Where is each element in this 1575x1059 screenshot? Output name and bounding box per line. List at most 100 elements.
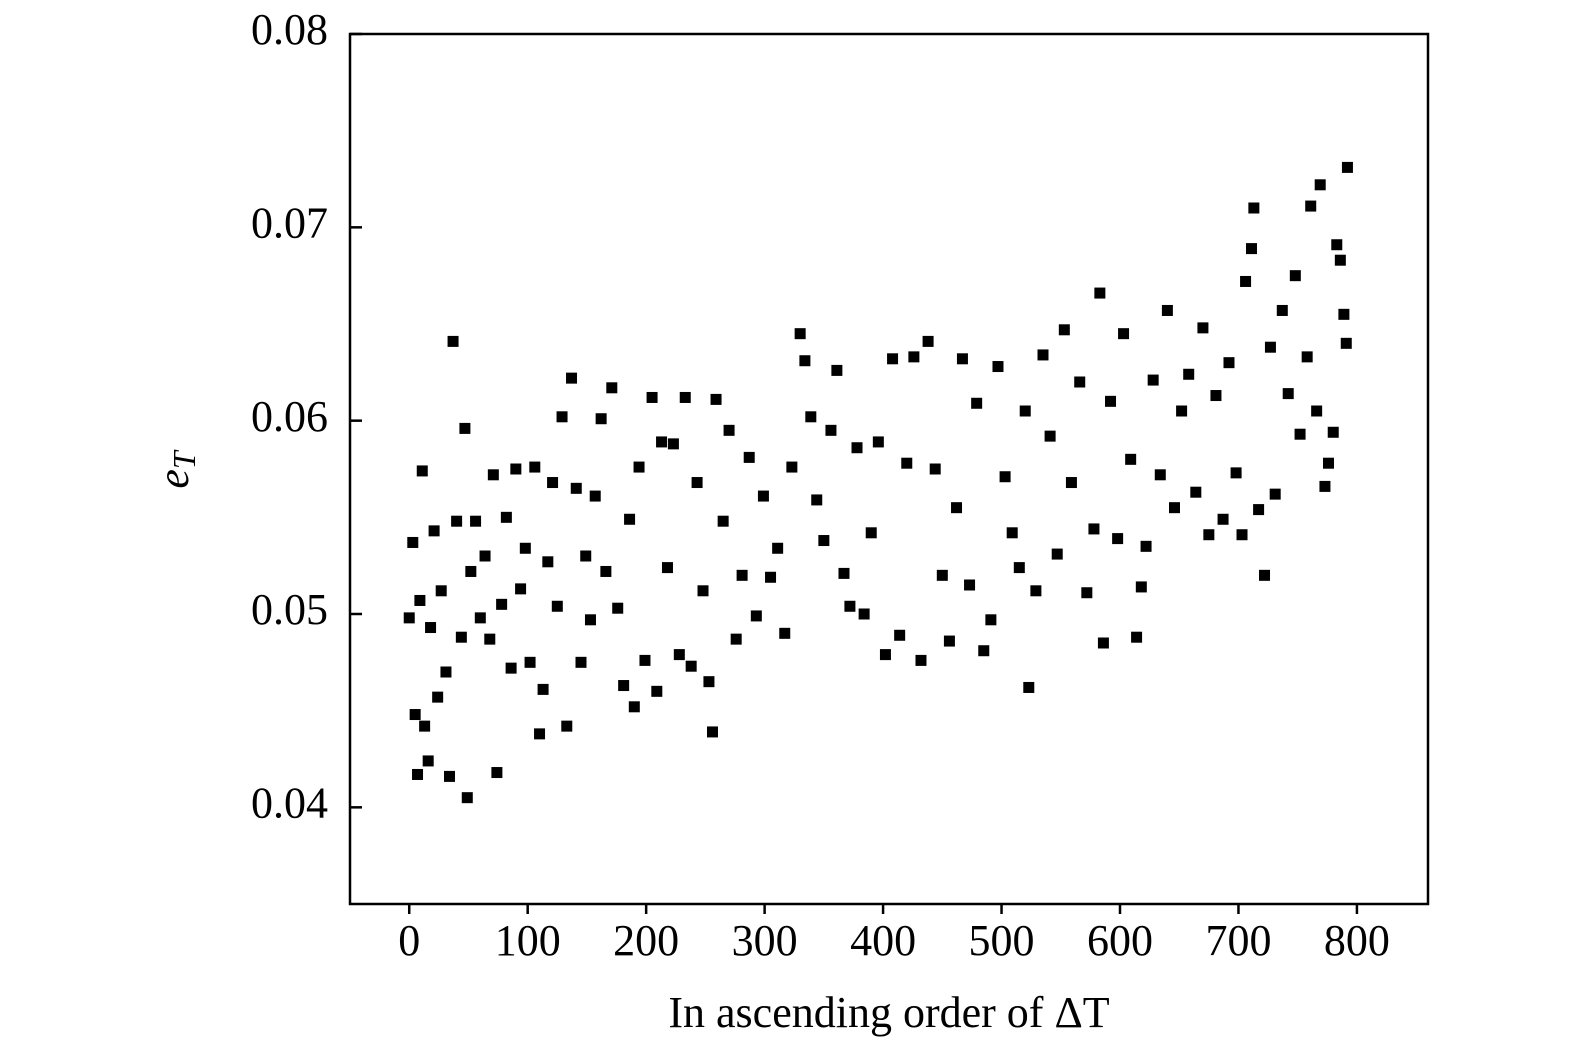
y-axis-label: eT bbox=[149, 449, 202, 489]
point bbox=[1197, 322, 1209, 334]
point bbox=[978, 645, 990, 657]
point bbox=[412, 768, 424, 780]
point bbox=[416, 465, 428, 477]
point bbox=[656, 436, 668, 448]
point bbox=[1140, 540, 1152, 552]
point bbox=[606, 382, 618, 394]
point bbox=[600, 565, 612, 577]
point bbox=[1301, 351, 1313, 363]
point bbox=[679, 391, 691, 403]
point bbox=[612, 602, 624, 614]
point bbox=[1248, 202, 1260, 214]
point bbox=[811, 494, 823, 506]
point bbox=[407, 536, 419, 548]
point bbox=[1322, 457, 1334, 469]
point bbox=[1112, 533, 1124, 545]
point bbox=[697, 585, 709, 597]
x-tick-label: 500 bbox=[969, 916, 1035, 965]
point bbox=[451, 515, 463, 527]
point bbox=[459, 422, 471, 434]
point bbox=[992, 361, 1004, 373]
point bbox=[838, 567, 850, 579]
point bbox=[455, 631, 467, 643]
point bbox=[1203, 529, 1215, 541]
point bbox=[1223, 357, 1235, 369]
point bbox=[496, 598, 508, 610]
point bbox=[1334, 254, 1346, 266]
point bbox=[618, 680, 630, 692]
point bbox=[470, 515, 482, 527]
point bbox=[1030, 585, 1042, 597]
point bbox=[985, 614, 997, 626]
x-tick-label: 700 bbox=[1205, 916, 1271, 965]
point bbox=[551, 600, 563, 612]
point bbox=[1094, 287, 1106, 299]
point bbox=[570, 482, 582, 494]
point bbox=[1340, 337, 1352, 349]
x-tick-label: 200 bbox=[613, 916, 679, 965]
point bbox=[1013, 562, 1025, 574]
point bbox=[1282, 388, 1294, 400]
x-tick-label: 100 bbox=[495, 916, 561, 965]
point bbox=[628, 701, 640, 713]
point bbox=[710, 393, 722, 405]
point bbox=[515, 583, 527, 595]
x-tick-label: 0 bbox=[398, 916, 420, 965]
point bbox=[1311, 405, 1323, 417]
point bbox=[505, 662, 517, 674]
point bbox=[894, 629, 906, 641]
point bbox=[1051, 548, 1063, 560]
point bbox=[1058, 324, 1070, 336]
point bbox=[1217, 513, 1229, 525]
point bbox=[915, 654, 927, 666]
point bbox=[730, 633, 742, 645]
point bbox=[1118, 328, 1130, 340]
point bbox=[1259, 569, 1271, 581]
point bbox=[589, 490, 601, 502]
point bbox=[537, 683, 549, 695]
point bbox=[943, 635, 955, 647]
point bbox=[999, 471, 1011, 483]
point bbox=[440, 666, 452, 678]
point bbox=[1154, 469, 1166, 481]
point bbox=[936, 569, 948, 581]
point bbox=[717, 515, 729, 527]
point bbox=[1338, 308, 1350, 320]
point bbox=[1131, 631, 1143, 643]
x-tick-label: 600 bbox=[1087, 916, 1153, 965]
point bbox=[879, 649, 891, 661]
point bbox=[887, 353, 899, 365]
point bbox=[779, 627, 791, 639]
point bbox=[951, 502, 963, 514]
point bbox=[1135, 581, 1147, 593]
point bbox=[922, 335, 934, 347]
point bbox=[818, 535, 830, 547]
point bbox=[487, 469, 499, 481]
point bbox=[524, 656, 536, 668]
point bbox=[703, 676, 715, 688]
point bbox=[706, 726, 718, 738]
point bbox=[667, 438, 679, 450]
point bbox=[1044, 430, 1056, 442]
y-axis-label-sub: T bbox=[166, 449, 202, 469]
y-tick-label: 0.07 bbox=[251, 198, 328, 247]
point bbox=[624, 513, 636, 525]
point bbox=[633, 461, 645, 473]
point bbox=[465, 565, 477, 577]
point bbox=[556, 411, 568, 423]
point bbox=[1147, 374, 1159, 386]
point bbox=[1125, 453, 1137, 465]
point bbox=[584, 614, 596, 626]
point bbox=[534, 728, 546, 740]
point bbox=[1341, 161, 1353, 173]
point bbox=[1081, 587, 1093, 599]
point bbox=[908, 351, 920, 363]
point bbox=[1019, 405, 1031, 417]
point bbox=[542, 556, 554, 568]
point bbox=[425, 622, 437, 634]
point bbox=[646, 391, 658, 403]
x-tick-label: 300 bbox=[732, 916, 798, 965]
point bbox=[447, 335, 459, 347]
point bbox=[566, 372, 578, 384]
